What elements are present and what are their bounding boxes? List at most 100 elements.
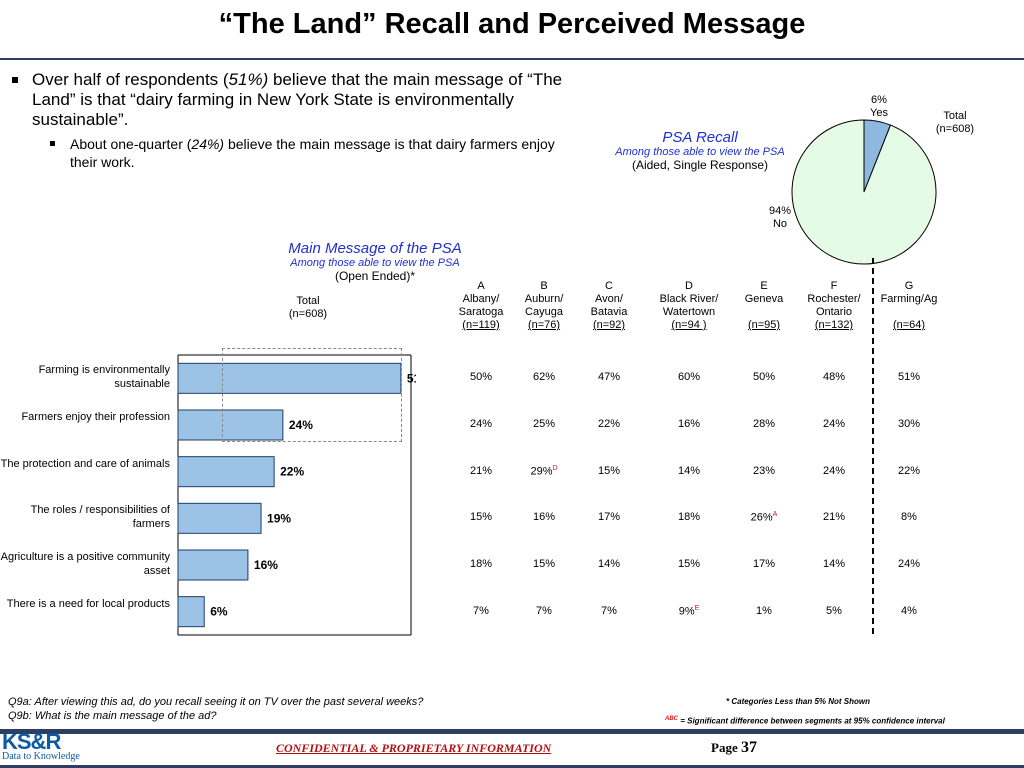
main-message-bar-chart: 51% 24% 22% 19% 16% 6% (177, 354, 416, 636)
bar-data-label: 51% (407, 371, 416, 385)
bar (177, 596, 205, 628)
table-cell: 15% (579, 465, 639, 477)
question-notes: Q9a: After viewing this ad, do you recal… (8, 695, 423, 723)
table-cell-value: 60% (677, 371, 701, 384)
main-message-subtitle: Among those able to view the PSA (290, 257, 460, 269)
column-sample-size: (n=76) (527, 319, 561, 331)
table-cell-value: 48% (822, 371, 846, 384)
bar (177, 502, 262, 534)
table-cell: 7% (514, 605, 574, 617)
table-cell-value: 8% (901, 511, 917, 524)
page-number: Page 37 (711, 739, 757, 757)
table-cell: 24% (804, 418, 864, 430)
bar (177, 456, 275, 488)
table-cell: 15% (514, 558, 574, 570)
table-cell-value: 7% (536, 604, 552, 617)
table-cell: 14% (659, 465, 719, 477)
table-cell: 1% (734, 605, 794, 617)
table-cell: 18% (451, 558, 511, 570)
table-cell: 50% (734, 371, 794, 383)
table-cell-value: 30% (897, 418, 921, 430)
footer-divider (0, 729, 1024, 734)
table-cell: 22% (579, 418, 639, 430)
table-cell-value: 23% (752, 464, 776, 477)
table-cell-value: 29% (530, 465, 553, 478)
column-header-line: Farming/Ag (880, 293, 938, 305)
column-header: E Geneva (n=95) (724, 280, 804, 332)
footer-bottom-divider (0, 765, 1024, 768)
table-cell-value: 28% (752, 418, 776, 430)
table-cell: 21% (451, 465, 511, 477)
bar-data-label: 22% (280, 465, 304, 479)
bar-category-label: Farming is environmentally sustainable (38, 364, 170, 391)
table-cell-value: 9% (678, 605, 695, 618)
column-header: C Avon/Batavia (n=92) (569, 280, 649, 332)
column-header-line: Saratoga (458, 306, 504, 318)
table-cell-value: 15% (677, 558, 701, 570)
table-cell-value: 18% (677, 511, 701, 524)
bar-data-label: 16% (254, 558, 278, 572)
table-cell: 21% (804, 511, 864, 523)
table-cell-value: 25% (532, 418, 556, 430)
table-cell-value: 50% (752, 371, 776, 384)
table-cell-value: 21% (822, 511, 846, 524)
table-cell: 17% (579, 511, 639, 523)
bullet-marker (12, 77, 18, 83)
table-cell: 5% (804, 605, 864, 617)
table-cell-value: 50% (469, 371, 493, 384)
table-cell: 26%A (734, 511, 794, 524)
page-label: Page (711, 740, 741, 755)
column-header-line: Ontario (815, 306, 853, 318)
pie-no-label: 94% No (760, 205, 800, 231)
table-cell-value: 14% (822, 558, 846, 570)
column-header: B Auburn/Cayuga (n=76) (504, 280, 584, 332)
title-divider (0, 58, 1024, 60)
bullet-marker (50, 141, 55, 146)
table-cell-value: 4% (901, 604, 917, 617)
table-cell: 15% (451, 511, 511, 523)
table-cell: 51% (879, 371, 939, 383)
psa-recall-title: PSA Recall (662, 129, 738, 146)
table-cell-value: 15% (532, 558, 556, 570)
table-cell: 18% (659, 511, 719, 523)
bar (177, 362, 402, 394)
psa-recall-pie-chart (791, 119, 937, 265)
bar-data-label: 24% (289, 418, 313, 432)
table-cell: 24% (804, 465, 864, 477)
bar-data-label: 6% (210, 605, 228, 619)
table-cell: 15% (659, 558, 719, 570)
pie-yes-label: 6% Yes (862, 94, 896, 120)
pie-total-n: (n=608) (935, 123, 975, 135)
pie-no-percent: 94% (768, 205, 792, 217)
table-cell: 7% (579, 605, 639, 617)
table-cell-value: 15% (597, 464, 621, 477)
significance-marker: A (772, 511, 778, 519)
table-cell-value: 24% (822, 418, 846, 430)
column-header-line: Avon/ (595, 293, 623, 305)
column-header-line: Black River/ (659, 293, 719, 305)
column-header-line: C (605, 280, 613, 292)
table-cell: 14% (804, 558, 864, 570)
question-9b: Q9b: What is the main message of the ad? (8, 710, 217, 722)
table-cell-value: 7% (601, 604, 617, 617)
table-cell: 7% (451, 605, 511, 617)
column-header-line: Batavia (590, 306, 628, 318)
significance-marker: E (694, 604, 700, 612)
bar (177, 409, 284, 441)
table-cell-value: 26% (750, 512, 773, 524)
pie-yes-percent: 6% (871, 94, 887, 106)
table-cell-value: 17% (597, 511, 621, 524)
table-cell-value: 18% (469, 558, 493, 570)
table-cell: 29%D (514, 465, 574, 478)
bar-total-n: (n=608) (288, 308, 328, 320)
table-cell-value: 24% (822, 464, 846, 477)
column-header-line (869, 306, 949, 319)
column-sample-size: (n=64) (892, 319, 926, 331)
table-cell: 28% (734, 418, 794, 430)
table-cell-value: 17% (752, 558, 776, 570)
logo-text: KS&R (2, 729, 61, 754)
pie-total-label: Total (n=608) (926, 110, 984, 136)
page-title: “The Land” Recall and Perceived Message (218, 8, 806, 40)
column-sample-size: (n=95) (747, 319, 781, 331)
table-cell: 16% (659, 418, 719, 430)
